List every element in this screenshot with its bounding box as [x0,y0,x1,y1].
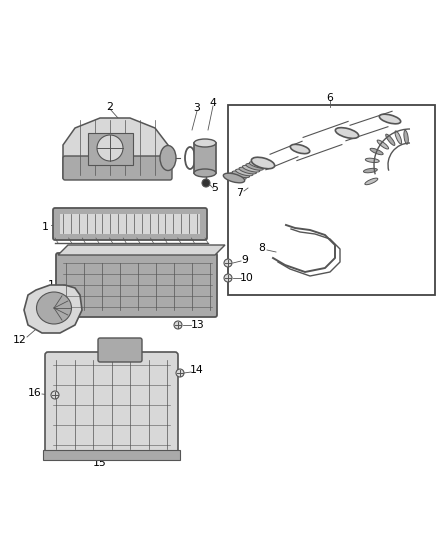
Text: 11: 11 [48,280,62,290]
Circle shape [224,259,232,267]
Bar [228,105,435,295]
Ellipse shape [251,157,275,169]
Bar [60,214,200,234]
Text: 10: 10 [240,273,254,283]
Polygon shape [24,285,82,333]
Text: 4: 4 [209,98,216,108]
Polygon shape [58,245,225,255]
Ellipse shape [310,193,317,198]
Text: 6: 6 [327,93,333,103]
FancyBboxPatch shape [53,208,207,240]
Text: 3: 3 [194,103,201,113]
Bar [43,450,180,460]
Ellipse shape [194,139,216,147]
Ellipse shape [370,148,383,155]
Ellipse shape [365,158,379,163]
Ellipse shape [336,128,359,139]
Bar [88,133,133,165]
Ellipse shape [404,131,408,144]
Ellipse shape [246,164,263,170]
Ellipse shape [377,140,389,149]
Ellipse shape [229,173,246,180]
Circle shape [202,179,210,187]
Text: 12: 12 [13,335,27,345]
Circle shape [176,369,184,377]
Text: 2: 2 [106,102,113,112]
Text: 15: 15 [93,458,107,468]
Ellipse shape [395,131,402,144]
FancyBboxPatch shape [63,156,172,180]
Text: 16: 16 [28,388,42,398]
FancyBboxPatch shape [45,352,178,458]
Text: 14: 14 [190,365,204,375]
Ellipse shape [249,161,267,168]
Circle shape [224,274,232,282]
Text: 7: 7 [237,188,244,198]
Ellipse shape [364,184,370,188]
Ellipse shape [239,167,256,174]
Ellipse shape [242,165,260,172]
Circle shape [51,391,59,399]
Ellipse shape [379,114,401,124]
Ellipse shape [232,171,250,177]
Ellipse shape [236,169,253,176]
Ellipse shape [290,144,310,154]
Ellipse shape [386,134,395,146]
Ellipse shape [160,146,176,171]
Ellipse shape [393,191,399,195]
Text: 5: 5 [212,183,219,193]
Bar [194,143,216,173]
Circle shape [174,321,182,329]
Ellipse shape [36,292,71,324]
Text: 9: 9 [242,255,248,265]
FancyBboxPatch shape [98,338,142,362]
Ellipse shape [269,257,277,262]
Text: 1: 1 [42,222,49,232]
Ellipse shape [194,169,216,177]
FancyBboxPatch shape [56,253,217,317]
Ellipse shape [364,168,377,173]
Ellipse shape [225,175,243,181]
Ellipse shape [365,178,378,185]
Text: 13: 13 [191,320,205,330]
Ellipse shape [223,173,245,183]
Circle shape [97,135,123,161]
Polygon shape [63,118,168,178]
Text: 8: 8 [258,243,265,253]
